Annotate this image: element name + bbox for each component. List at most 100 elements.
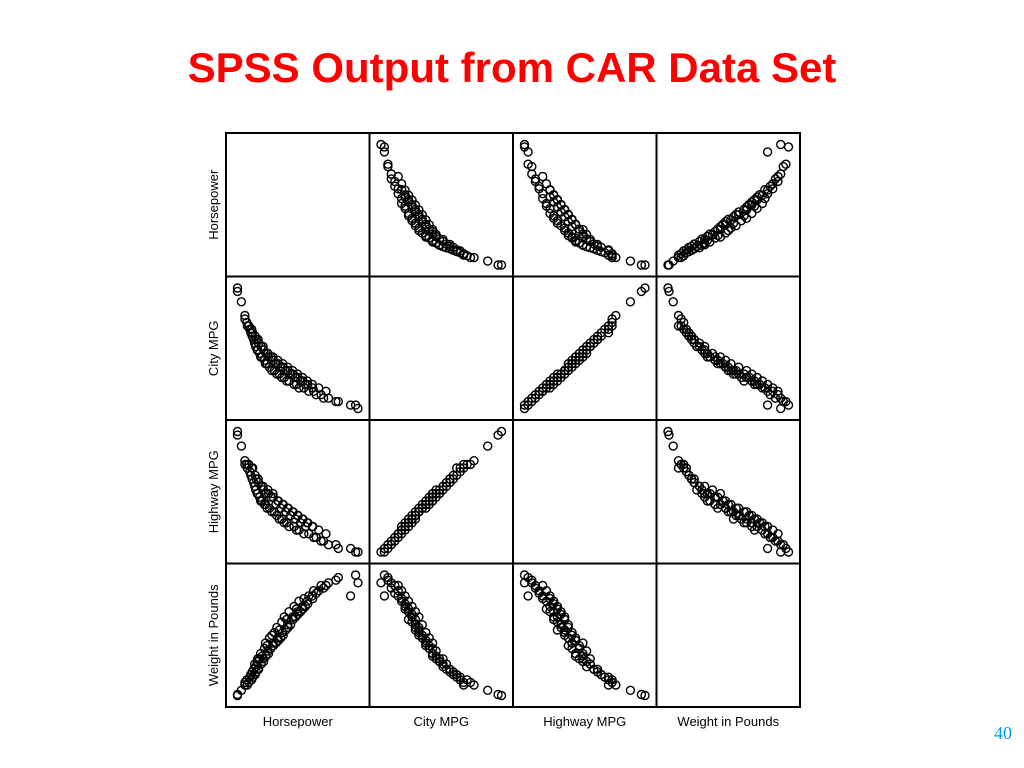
point-r3-c0-75 — [268, 638, 278, 648]
point-r2-c1-1 — [493, 430, 503, 440]
point-r1-c0-1 — [232, 286, 243, 297]
point-r3-c0-79 — [287, 612, 298, 622]
column-label-1: City MPG — [413, 714, 469, 729]
point-r0-c3-76 — [720, 219, 731, 230]
point-r2-c1-43 — [379, 547, 390, 557]
point-r2-c3-85 — [773, 529, 783, 539]
point-r0-c1-72 — [445, 239, 455, 250]
point-r0-c3-38 — [770, 174, 781, 184]
matrix-cell-r2-c0 — [225, 419, 371, 565]
point-r3-c1-43 — [379, 570, 390, 580]
point-r3-c0-66 — [290, 612, 301, 622]
point-r1-c0-42 — [345, 400, 356, 410]
point-r1-c3-85 — [773, 386, 783, 396]
point-r0-c2-37 — [530, 176, 541, 187]
point-r1-c3-43 — [783, 400, 794, 410]
point-r1-c2-75 — [578, 352, 588, 362]
point-r3-c1-74 — [431, 646, 441, 656]
point-r3-c2-65 — [556, 620, 566, 630]
point-r2-c3-73 — [700, 481, 710, 491]
point-r2-c1-75 — [427, 488, 438, 499]
point-r1-c3-1 — [664, 286, 674, 297]
point-r0-c2-84 — [541, 179, 552, 189]
point-r0-c3-81 — [752, 195, 762, 205]
point-r0-c3-72 — [689, 239, 699, 250]
point-r2-c3-74 — [707, 485, 718, 495]
point-r0-c1-85 — [393, 171, 403, 182]
column-label-2: Highway MPG — [543, 714, 626, 729]
point-r0-c3-66 — [741, 202, 752, 212]
point-r1-c0-44 — [353, 403, 363, 414]
point-r0-c1-44 — [376, 139, 386, 150]
point-r1-c0-84 — [314, 383, 324, 393]
point-r2-c1-72 — [445, 474, 455, 484]
slide-title: SPSS Output from CAR Data Set — [187, 44, 837, 91]
point-r0-c3-60 — [702, 231, 712, 242]
point-r0-c2-1 — [636, 260, 647, 270]
point-r3-c0-41 — [333, 572, 343, 583]
point-r0-c3-41 — [781, 159, 791, 169]
point-r3-c2-1 — [636, 689, 647, 700]
point-r1-c2-43 — [519, 400, 530, 410]
point-r0-c3-63 — [720, 216, 731, 227]
point-r0-c2-70 — [603, 246, 614, 256]
point-r2-c1-2 — [483, 441, 493, 451]
point-r0-c3-40 — [778, 161, 788, 172]
point-r3-c0-80 — [292, 607, 303, 617]
point-r2-c0-2 — [236, 441, 247, 451]
point-r3-c0-24 — [272, 622, 282, 633]
point-r0-c2-2 — [625, 256, 636, 266]
point-r1-c2-1 — [636, 286, 647, 297]
point-r3-c1-44 — [376, 578, 386, 588]
point-r2-c3-1 — [664, 430, 674, 440]
point-r3-c1-73 — [438, 654, 448, 664]
point-r0-c3-74 — [707, 229, 718, 240]
point-r3-c0-64 — [281, 625, 291, 635]
point-r3-c0-42 — [345, 591, 356, 601]
point-r0-c3-69 — [676, 248, 686, 259]
point-r3-c0-82 — [302, 596, 312, 606]
point-r1-c0-41 — [333, 396, 343, 407]
point-r3-c0-44 — [353, 578, 363, 588]
point-r2-c0-29 — [284, 521, 294, 532]
point-r3-c2-78 — [563, 620, 573, 630]
point-r3-c1-72 — [445, 664, 455, 674]
point-r2-c3-59 — [694, 481, 705, 491]
point-r3-c1-2 — [483, 685, 493, 695]
point-r0-c3-62 — [715, 221, 726, 232]
point-r0-c1-2 — [483, 256, 493, 266]
point-r0-c1-56 — [396, 184, 407, 195]
point-r0-c3-26 — [736, 215, 747, 226]
point-r1-c3-73 — [700, 341, 710, 352]
point-r2-c0-85 — [321, 529, 331, 539]
point-r3-c0-83 — [307, 591, 317, 601]
matrix-cell-r1-c0 — [225, 275, 371, 421]
point-r2-c3-72 — [689, 474, 699, 484]
point-r3-c0-60 — [261, 651, 271, 661]
point-r3-c0-77 — [278, 627, 288, 638]
point-r3-c0-78 — [283, 620, 293, 630]
point-r3-c2-77 — [567, 627, 577, 638]
point-r2-c3-65 — [734, 510, 744, 521]
row-label-0: Horsepower — [206, 169, 221, 240]
point-r0-c3-59 — [694, 236, 705, 247]
point-r2-c0-41 — [333, 543, 343, 554]
point-r1-c3-2 — [668, 297, 678, 307]
point-r1-c3-70 — [679, 324, 689, 334]
row-label-1: City MPG — [206, 320, 221, 376]
point-r2-c3-44 — [776, 547, 786, 557]
point-r3-c0-68 — [300, 601, 311, 612]
point-r1-c0-72 — [253, 334, 263, 345]
point-r0-c3-78 — [734, 210, 744, 220]
point-r0-c1-84 — [396, 179, 407, 189]
point-r2-c3-75 — [715, 488, 726, 499]
point-r3-c0-67 — [295, 607, 306, 617]
point-r0-c2-0 — [640, 260, 650, 270]
point-r0-c2-41 — [523, 159, 533, 169]
point-r3-c1-70 — [455, 675, 465, 685]
point-r0-c3-84 — [768, 179, 778, 189]
point-r3-c2-75 — [578, 638, 588, 648]
point-r1-c3-44 — [776, 403, 786, 414]
point-r0-c1-41 — [383, 159, 393, 169]
point-r3-c0-59 — [256, 659, 266, 669]
